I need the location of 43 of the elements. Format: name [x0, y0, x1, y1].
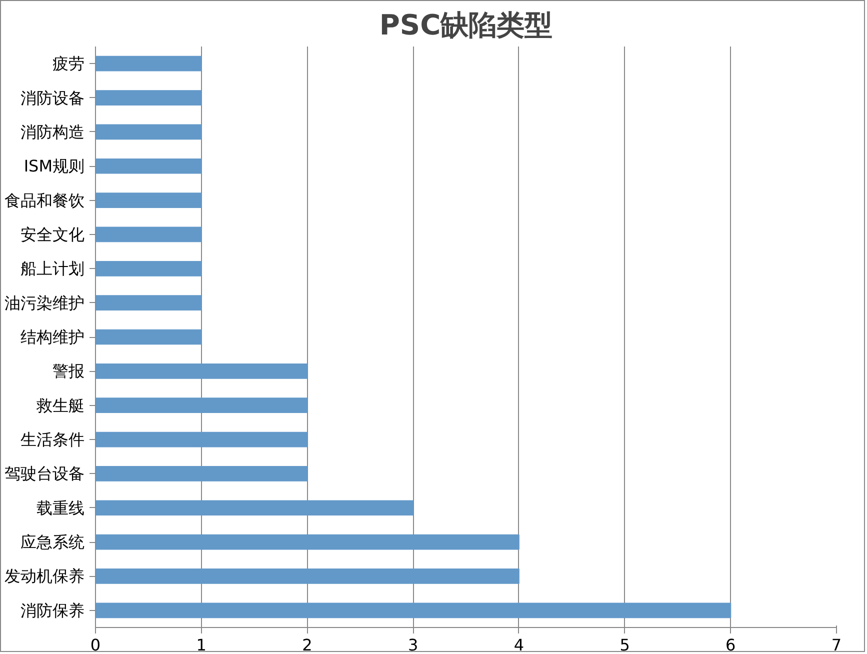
bar — [96, 500, 414, 516]
bar — [96, 192, 202, 208]
x-tick-label: 7 — [831, 636, 842, 654]
y-tick-label: 发动机保养 — [4, 566, 84, 586]
y-tick-label: ISM规则 — [24, 156, 85, 176]
y-tick-label: 结构维护 — [20, 328, 84, 346]
bar — [96, 226, 202, 242]
y-tick-label: 疲劳 — [52, 54, 84, 74]
y-tick-label: 消防设备 — [20, 88, 84, 108]
bar — [96, 466, 308, 482]
y-tick-label: 警报 — [52, 362, 84, 381]
x-tick-label: 5 — [620, 636, 630, 654]
y-tick-label: 消防保养 — [20, 600, 84, 620]
y-tick-label: 应急系统 — [20, 532, 84, 552]
y-tick-label: 油污染维护 — [4, 293, 84, 312]
y-tick-label: 救生艇 — [36, 396, 84, 415]
y-tick-label: 安全文化 — [20, 224, 84, 244]
bar — [96, 364, 308, 379]
y-tick-label: 载重线 — [36, 498, 84, 518]
x-tick-label: 3 — [408, 636, 418, 654]
y-tick-label: 食品和餐饮 — [4, 190, 84, 210]
bar — [96, 432, 308, 448]
y-tick-label: 消防构造 — [20, 122, 84, 142]
x-tick-label: 1 — [196, 636, 206, 654]
bar — [96, 534, 520, 550]
bar — [96, 398, 308, 414]
y-tick-label: 船上计划 — [20, 259, 84, 278]
bar — [96, 295, 202, 310]
bar — [96, 568, 520, 584]
bar — [96, 90, 202, 106]
x-tick-label: 2 — [302, 636, 312, 654]
x-tick-label: 4 — [514, 636, 524, 654]
bar — [96, 124, 202, 140]
bar — [96, 158, 202, 174]
y-tick-label: 驾驶台设备 — [4, 464, 84, 484]
x-tick-label: 0 — [90, 636, 101, 654]
x-tick-label: 6 — [726, 636, 736, 654]
bar — [96, 56, 202, 72]
bar — [96, 260, 202, 276]
y-tick-label: 生活条件 — [20, 430, 84, 450]
chart-title: PSC缺陷类型 — [379, 8, 553, 42]
bar — [96, 329, 202, 345]
bar — [96, 602, 732, 618]
